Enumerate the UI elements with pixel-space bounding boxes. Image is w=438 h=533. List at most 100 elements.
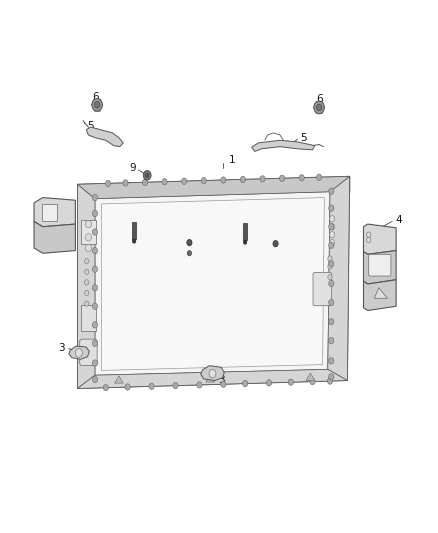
Text: 8: 8 — [289, 233, 295, 244]
Text: 2: 2 — [117, 223, 123, 233]
Circle shape — [328, 205, 334, 212]
Circle shape — [92, 247, 98, 254]
Circle shape — [328, 318, 334, 325]
Circle shape — [310, 378, 315, 385]
Circle shape — [143, 171, 151, 180]
Circle shape — [328, 261, 334, 267]
Circle shape — [328, 223, 334, 230]
Text: 5: 5 — [87, 121, 94, 131]
Circle shape — [92, 340, 98, 346]
Circle shape — [92, 195, 98, 201]
FancyBboxPatch shape — [313, 272, 332, 306]
Circle shape — [92, 229, 98, 235]
Circle shape — [221, 381, 226, 387]
Text: 9: 9 — [130, 163, 136, 173]
Circle shape — [266, 379, 272, 386]
Polygon shape — [86, 127, 123, 147]
Circle shape — [85, 244, 92, 252]
Circle shape — [92, 376, 98, 383]
Text: 6: 6 — [92, 92, 99, 102]
Polygon shape — [206, 375, 215, 382]
Circle shape — [106, 180, 111, 187]
FancyBboxPatch shape — [80, 339, 97, 366]
Polygon shape — [364, 224, 396, 254]
Circle shape — [260, 176, 265, 182]
Circle shape — [92, 266, 98, 272]
Polygon shape — [364, 251, 396, 284]
Circle shape — [85, 233, 92, 241]
Polygon shape — [78, 176, 350, 199]
Text: 2: 2 — [227, 224, 234, 235]
Text: 6: 6 — [317, 94, 323, 104]
Circle shape — [125, 384, 130, 390]
Text: 1: 1 — [229, 156, 235, 165]
Circle shape — [103, 384, 109, 391]
Circle shape — [85, 290, 89, 296]
Circle shape — [149, 383, 154, 390]
Polygon shape — [34, 221, 75, 253]
Circle shape — [92, 303, 98, 310]
Circle shape — [187, 251, 191, 256]
Text: 4: 4 — [37, 212, 44, 222]
Bar — [132, 222, 136, 239]
Circle shape — [328, 280, 334, 287]
Polygon shape — [78, 369, 347, 389]
Circle shape — [201, 177, 206, 184]
Circle shape — [187, 239, 192, 246]
Circle shape — [145, 173, 149, 177]
Circle shape — [75, 349, 82, 357]
FancyBboxPatch shape — [369, 254, 391, 276]
Circle shape — [182, 178, 187, 184]
Circle shape — [92, 321, 98, 328]
Text: 3: 3 — [58, 343, 65, 353]
Circle shape — [209, 369, 216, 378]
Polygon shape — [102, 198, 324, 370]
Circle shape — [328, 188, 334, 195]
Circle shape — [92, 285, 98, 291]
Circle shape — [329, 239, 335, 246]
Polygon shape — [328, 176, 350, 381]
Circle shape — [243, 381, 248, 387]
Polygon shape — [95, 192, 330, 375]
Text: 4: 4 — [395, 215, 402, 225]
Circle shape — [95, 102, 100, 108]
Circle shape — [85, 280, 89, 285]
Circle shape — [240, 176, 246, 183]
Polygon shape — [252, 140, 315, 151]
Circle shape — [92, 211, 98, 216]
Circle shape — [299, 175, 304, 181]
Circle shape — [317, 174, 322, 181]
Circle shape — [132, 239, 136, 243]
Circle shape — [329, 231, 335, 238]
Circle shape — [244, 240, 247, 244]
Circle shape — [367, 237, 371, 243]
Circle shape — [328, 264, 332, 269]
Circle shape — [85, 269, 89, 274]
Polygon shape — [115, 376, 123, 383]
Circle shape — [328, 256, 332, 261]
Circle shape — [221, 177, 226, 183]
Text: 5: 5 — [300, 133, 307, 143]
Circle shape — [328, 242, 334, 248]
Circle shape — [85, 220, 92, 228]
Polygon shape — [34, 198, 75, 227]
Circle shape — [92, 99, 102, 111]
Bar — [243, 223, 247, 240]
Circle shape — [197, 382, 202, 388]
Text: 7: 7 — [172, 231, 179, 241]
Circle shape — [288, 379, 293, 385]
Polygon shape — [306, 373, 315, 381]
Circle shape — [273, 240, 278, 247]
Polygon shape — [78, 176, 350, 389]
Circle shape — [92, 360, 98, 366]
Polygon shape — [69, 346, 89, 359]
FancyBboxPatch shape — [81, 305, 96, 331]
Circle shape — [317, 104, 322, 111]
Circle shape — [329, 216, 335, 222]
Circle shape — [142, 179, 148, 185]
Circle shape — [85, 259, 89, 264]
Circle shape — [367, 232, 371, 237]
Circle shape — [314, 101, 324, 114]
Polygon shape — [78, 184, 95, 389]
Circle shape — [123, 180, 128, 186]
